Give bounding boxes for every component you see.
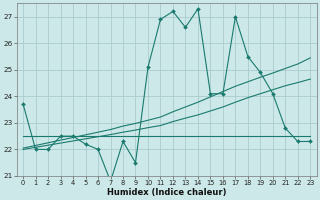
X-axis label: Humidex (Indice chaleur): Humidex (Indice chaleur) bbox=[107, 188, 227, 197]
